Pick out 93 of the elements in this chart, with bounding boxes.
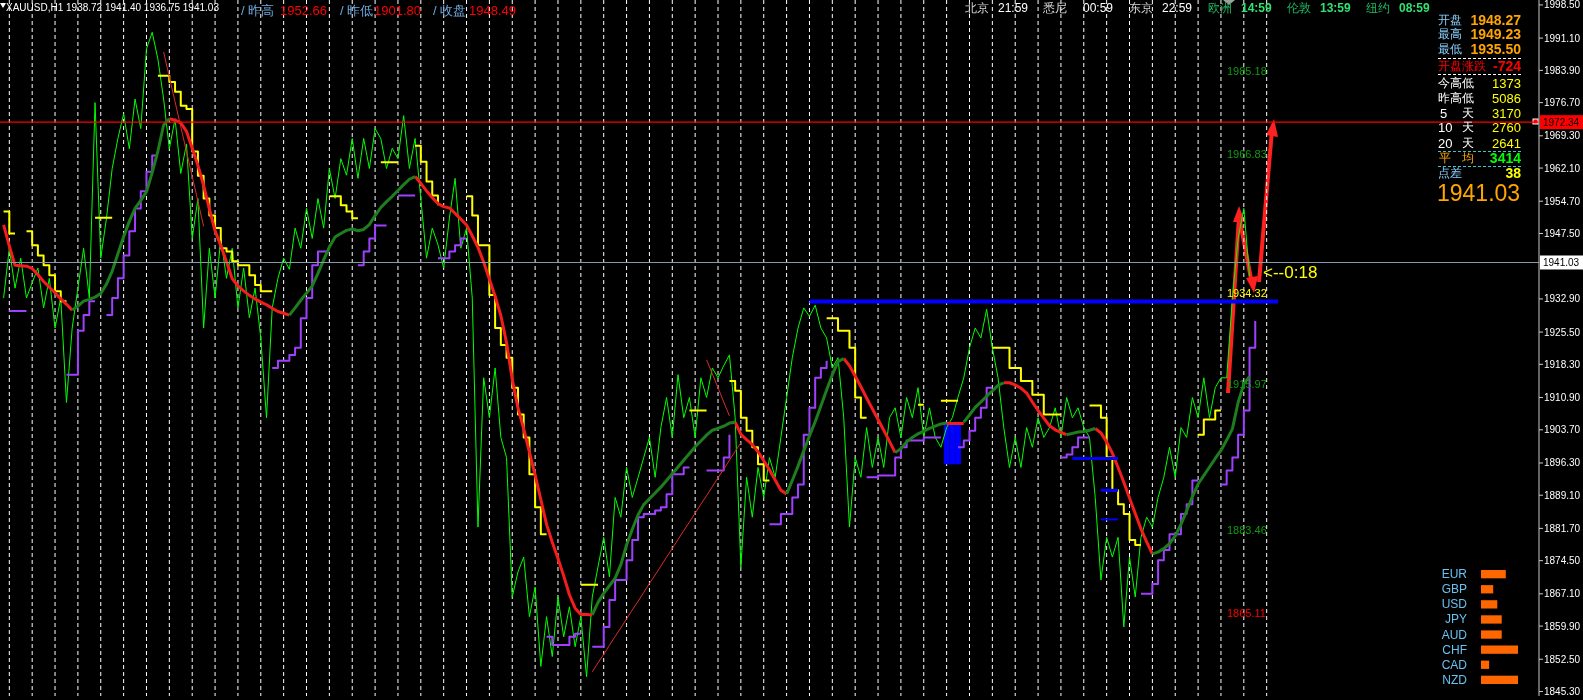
annotation: 昨高低 [1438, 91, 1474, 105]
y-tick-label: CHF [1442, 642, 1467, 657]
ref-line-label: 1941.03 [1543, 256, 1580, 268]
annotation: 天 [1462, 136, 1474, 150]
annotation: 1935.50 [1470, 41, 1522, 57]
annotation: 欧洲 [1208, 1, 1232, 15]
y-tick-label: GBP [1441, 582, 1467, 597]
y-tick-label: 1991.10 [1544, 32, 1581, 44]
annotation: 伦敦 [1287, 1, 1311, 15]
y-tick-label: 1962.10 [1544, 162, 1581, 174]
annotation: 开盘 [1438, 13, 1462, 27]
y-tick-label: 1859.90 [1544, 620, 1581, 632]
annotation: 悉尼 [1042, 1, 1067, 15]
y-tick-label: 1947.50 [1544, 227, 1581, 239]
annotation: 点差 [1438, 166, 1462, 180]
annotation: 天 [1462, 120, 1474, 134]
annotation: -724 [1492, 58, 1522, 74]
y-tick-label: 1983.90 [1544, 64, 1581, 76]
annotation: 2641 [1492, 135, 1521, 151]
y-tick-label: 1889.10 [1544, 489, 1581, 501]
y-tick-label: 1910.90 [1544, 392, 1581, 404]
annotation: 3170 [1492, 105, 1521, 121]
y-tick-label: 1896.30 [1544, 457, 1581, 469]
annotation: 1901.80 [374, 2, 421, 18]
annotation: 1941.03 [1437, 180, 1521, 206]
line-series [163, 51, 205, 227]
annotation: 1865.11 [1227, 607, 1266, 619]
line-series [591, 442, 742, 673]
y-tick-label: 1998.50 [1544, 0, 1581, 11]
y-tick-label: 1969.30 [1544, 130, 1581, 142]
chart-title: XAUUSD,H1 1938.72 1941.40 1936.75 1941.03 [6, 1, 220, 13]
bar [1481, 630, 1502, 639]
annotation: 3414 [1489, 150, 1522, 166]
y-tick-label: 1867.10 [1544, 588, 1581, 600]
y-tick-label: 1881.70 [1544, 522, 1581, 534]
annotation: 1949.23 [1470, 26, 1522, 42]
bar [1481, 660, 1490, 669]
line-series [706, 359, 730, 417]
y-tick-label: 1932.90 [1544, 293, 1581, 305]
annotation: 北京 [965, 1, 989, 15]
annotation: / 收盘 [433, 2, 467, 18]
y-tick-label: 1874.50 [1544, 555, 1581, 567]
annotation: 1373 [1492, 75, 1521, 91]
annotation: 5086 [1492, 90, 1521, 106]
y-tick-label: JPY [1444, 612, 1467, 627]
annotation: 1966.83 [1227, 148, 1267, 160]
annotation: 东京 [1129, 1, 1153, 15]
bar [1481, 645, 1518, 654]
annotation: 22:59 [1162, 1, 1193, 15]
bar [1481, 615, 1502, 624]
bar [1481, 600, 1498, 609]
bar [1481, 585, 1494, 594]
annotation: / 昨低 [340, 2, 374, 18]
annotation: 20 [1438, 135, 1453, 151]
annotation: 38 [1505, 165, 1522, 181]
y-tick-label: 1903.70 [1544, 424, 1581, 436]
annotation: 1883.46 [1227, 524, 1267, 536]
annotation: 2760 [1492, 119, 1521, 135]
annotation: 21:59 [998, 1, 1029, 15]
bar [1481, 675, 1518, 684]
y-tick-label: CAD [1441, 657, 1468, 672]
annotation: 纽约 [1366, 1, 1390, 15]
annotation: 5 [1440, 105, 1448, 121]
annotation: 平 [1439, 151, 1451, 165]
annotation: 1985.18 [1227, 65, 1267, 77]
y-tick-label: 1845.30 [1544, 686, 1581, 698]
bar [1481, 570, 1506, 579]
annotation: 均 [1461, 151, 1474, 165]
annotation: 1948.27 [1470, 12, 1522, 28]
annotation: <--0:18 [1263, 262, 1318, 282]
annotation: 14:59 [1241, 1, 1273, 15]
y-tick-label: USD [1441, 597, 1468, 612]
annotation: 最低 [1438, 42, 1462, 56]
y-tick-label: AUD [1441, 627, 1468, 642]
ref-line-label: 1972.34 [1543, 116, 1580, 128]
annotation: 1948.49 [469, 2, 516, 18]
annotation: 00:59 [1083, 1, 1114, 15]
annotation: 10 [1438, 119, 1453, 135]
annotation: 今高低 [1438, 76, 1474, 90]
annotation: 开盘涨跌 [1438, 59, 1486, 73]
annotation: 天 [1462, 106, 1474, 120]
annotation: 08:59 [1399, 1, 1431, 15]
annotation: / 昨高 [241, 2, 275, 18]
y-tick-label: 1852.50 [1544, 653, 1581, 665]
y-tick-label: EUR [1441, 567, 1468, 582]
annotation: 13:59 [1320, 1, 1352, 15]
y-tick-label: NZD [1442, 672, 1468, 687]
y-tick-label: 1954.70 [1544, 195, 1581, 207]
y-tick-label: 1925.50 [1544, 326, 1581, 338]
y-tick-label: 1918.30 [1544, 358, 1581, 370]
annotation: 1952.66 [280, 2, 327, 18]
y-tick-label: 1976.70 [1544, 97, 1581, 109]
annotation: 最高 [1438, 27, 1462, 41]
